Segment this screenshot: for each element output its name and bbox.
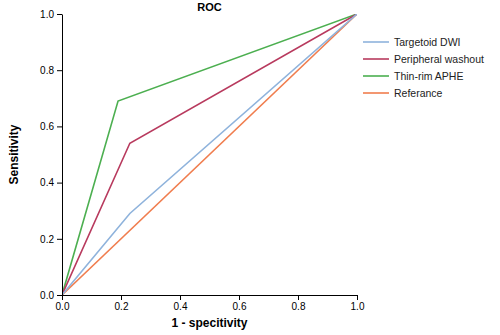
tick-mark bbox=[239, 295, 240, 300]
tick-mark bbox=[121, 295, 122, 300]
tick-label: 0.6 bbox=[40, 121, 54, 132]
tick: 0.4 bbox=[174, 295, 188, 312]
tick-label: 0.2 bbox=[40, 234, 54, 245]
legend-swatch bbox=[363, 58, 389, 60]
axis-line bbox=[63, 295, 358, 296]
tick: 0.2 bbox=[40, 234, 62, 245]
tick-mark bbox=[180, 295, 181, 300]
tick: 1.0 bbox=[351, 295, 365, 312]
legend-swatch bbox=[363, 41, 389, 43]
y-axis-title: Sensitivity bbox=[7, 124, 21, 184]
legend-item: Referance bbox=[363, 87, 443, 99]
roc-line bbox=[62, 14, 357, 295]
legend-label: Thin-rim APHE bbox=[394, 70, 463, 82]
tick-label: 0.4 bbox=[40, 177, 54, 188]
tick-mark bbox=[57, 183, 62, 184]
legend-label: Referance bbox=[394, 87, 443, 99]
series-group bbox=[62, 14, 357, 295]
x-axis: 0.0 0.2 0.4 0.6 0.8 1.0 bbox=[56, 295, 365, 312]
tick: 0.8 bbox=[40, 65, 62, 76]
tick: 0.4 bbox=[40, 177, 62, 188]
roc-line bbox=[62, 14, 357, 295]
tick-label: 0.4 bbox=[174, 301, 188, 312]
tick-mark bbox=[57, 239, 62, 240]
tick-mark bbox=[57, 126, 62, 127]
chart: 0.0 0.2 0.4 0.6 0.8 1.0 0.0 0.2 0.4 0.6 0.8 1.0 ROC 1… bbox=[0, 0, 500, 335]
roc-line bbox=[62, 14, 357, 295]
x-axis-title: 1 - specitivity bbox=[171, 316, 247, 330]
tick-label: 0.8 bbox=[40, 65, 54, 76]
tick-mark bbox=[57, 14, 62, 15]
legend: Targetoid DWI Peripheral washout Thin-rim … bbox=[363, 36, 484, 99]
tick-label: 0.6 bbox=[233, 301, 247, 312]
axis-line bbox=[62, 15, 63, 296]
roc-line bbox=[62, 14, 357, 295]
tick: 0.6 bbox=[233, 295, 247, 312]
title: ROC bbox=[197, 1, 222, 13]
legend-item: Targetoid DWI bbox=[363, 36, 461, 48]
tick-label: 0.2 bbox=[115, 301, 129, 312]
tick-label: 1.0 bbox=[351, 301, 365, 312]
tick-mark bbox=[298, 295, 299, 300]
tick: 0.0 bbox=[40, 290, 62, 301]
legend-swatch bbox=[363, 92, 389, 94]
y-axis: 0.0 0.2 0.4 0.6 0.8 1.0 bbox=[40, 9, 62, 301]
tick: 1.0 bbox=[40, 9, 62, 20]
tick: 0.8 bbox=[292, 295, 306, 312]
tick-label: 0.0 bbox=[40, 290, 54, 301]
tick-label: 0.8 bbox=[292, 301, 306, 312]
plot: 0.0 0.2 0.4 0.6 0.8 1.0 0.0 0.2 0.4 0.6 0.8 1.0 bbox=[40, 9, 365, 312]
legend-label: Peripheral washout bbox=[394, 53, 484, 65]
legend-label: Targetoid DWI bbox=[394, 36, 461, 48]
tick-mark bbox=[357, 295, 358, 300]
legend-item: Peripheral washout bbox=[363, 53, 484, 65]
tick-label: 0.0 bbox=[56, 301, 70, 312]
tick: 0.2 bbox=[115, 295, 129, 312]
legend-swatch bbox=[363, 75, 389, 77]
tick-mark bbox=[57, 295, 62, 296]
tick-mark bbox=[57, 70, 62, 71]
tick-mark bbox=[62, 295, 63, 300]
tick: 0.6 bbox=[40, 121, 62, 132]
legend-item: Thin-rim APHE bbox=[363, 70, 463, 82]
tick-label: 1.0 bbox=[40, 9, 54, 20]
tick: 0.0 bbox=[56, 295, 70, 312]
